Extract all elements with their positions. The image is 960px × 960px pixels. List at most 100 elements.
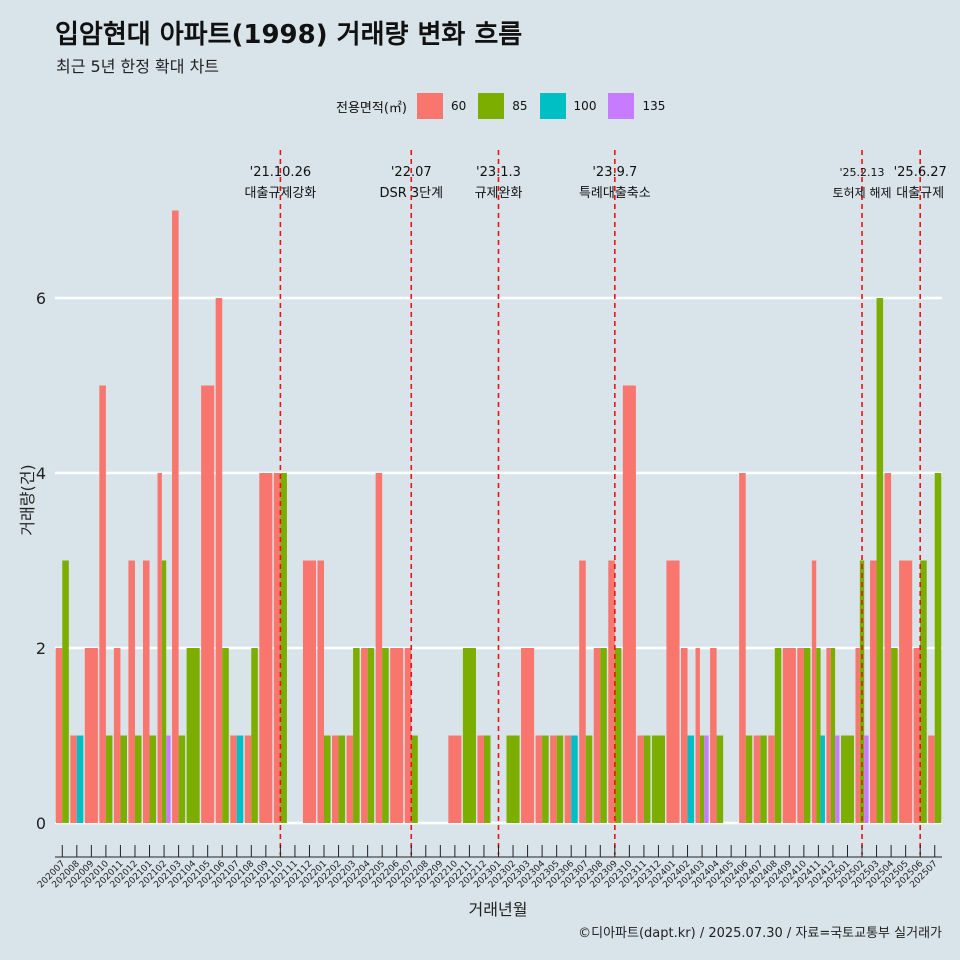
bar-202308-85 [600, 648, 607, 823]
legend-label-135: 135 [642, 99, 666, 113]
bar-202009-60 [84, 648, 98, 823]
bar-202204-85 [367, 648, 375, 823]
bar-202403-60 [695, 648, 700, 823]
bar-202106-60 [215, 298, 223, 823]
bar-202412-135 [835, 735, 840, 823]
bar-202306-60 [564, 735, 572, 823]
bar-202007-60 [55, 648, 63, 823]
event-date: '23.9.7 [592, 165, 637, 180]
chart-title: 입암현대 아파트(1998) 거래량 변화 흐름 [55, 20, 523, 50]
bar-202101-60 [142, 560, 150, 823]
bar-202108-85 [251, 648, 258, 823]
bar-202204-60 [361, 648, 368, 823]
bar-202010-60 [99, 385, 106, 823]
bar-202311-85 [643, 735, 651, 823]
bar-202503-85 [876, 298, 884, 823]
bar-202008-100 [76, 735, 84, 823]
bar-202410-85 [803, 648, 811, 823]
bar-202107-60 [230, 735, 237, 823]
bar-202408-60 [768, 735, 775, 823]
event-label: 대출규제강화 [245, 186, 317, 201]
chart-subtitle: 최근 5년 한정 확대 차트 [56, 57, 220, 76]
bar-202203-85 [353, 648, 360, 823]
bars [55, 210, 942, 823]
bar-202104-85 [186, 648, 200, 823]
bar-202308-60 [593, 648, 601, 823]
legend-label-60: 60 [450, 99, 467, 113]
bar-202303-60 [521, 648, 535, 823]
bar-202305-85 [556, 735, 564, 823]
event-markers: '21.10.26 대출규제강화 '22.07 DSR 3단계 '23.1.3 규제완화 '… [245, 150, 947, 855]
bar-202507-85 [934, 473, 942, 823]
source-caption: ©디아파트(dapt.kr) / 2025.07.30 / 자료=국토교통부 실… [578, 926, 942, 941]
bar-202504-60 [884, 473, 892, 823]
bar-202212-85 [483, 735, 491, 823]
bar-202408-85 [774, 648, 782, 823]
event-date: '25.6.27 [894, 165, 947, 180]
bar-202502-60 [855, 648, 860, 823]
bar-202311-60 [637, 735, 644, 823]
bar-202105-60 [201, 385, 215, 823]
bar-202102-85 [161, 560, 167, 823]
bar-202011-85 [120, 735, 127, 823]
bar-202402-60 [680, 648, 688, 823]
bar-202403-135 [704, 735, 709, 823]
bar-202207-85 [411, 735, 418, 823]
bar-202411-85 [816, 648, 821, 823]
bar-202102-135 [166, 735, 171, 823]
bar-202402-100 [687, 735, 695, 823]
bar-202411-100 [820, 735, 825, 823]
event-date: '22.07 [391, 165, 432, 180]
event-date: '25.2.13 [840, 166, 885, 179]
bar-202304-85 [542, 735, 549, 823]
y-tick-label: 4 [36, 464, 46, 483]
x-axis-title: 거래년월 [469, 900, 528, 919]
bar-202012-60 [128, 560, 135, 823]
bar-202010-85 [105, 735, 113, 823]
bar-202412-85 [830, 648, 836, 823]
bar-202506-60 [913, 648, 921, 823]
legend: 전용면적(㎡) 60 85 100 135 [336, 93, 677, 119]
bar-202212-60 [477, 735, 484, 823]
bar-202309-60 [608, 560, 615, 823]
bar-202307-85 [585, 735, 593, 823]
bar-202112-60 [302, 560, 317, 823]
legend-key-85 [478, 93, 505, 119]
legend-label-85: 85 [512, 99, 528, 113]
bar-202012-85 [134, 735, 142, 823]
bar-202210-60 [448, 735, 462, 823]
bar-202011-60 [113, 648, 121, 823]
y-tick-label: 0 [36, 814, 46, 833]
bar-202007-85 [62, 560, 69, 823]
bar-202411-60 [811, 560, 817, 823]
y-axis-title: 거래량(건) [18, 464, 37, 535]
bar-202310-60 [622, 385, 636, 823]
bar-202404-60 [710, 648, 717, 823]
bar-202412-60 [826, 648, 831, 823]
bar-202205-85 [382, 648, 389, 823]
bar-202107-100 [236, 735, 244, 823]
bar-202211-85 [462, 648, 476, 823]
bar-202407-85 [760, 735, 767, 823]
bar-202506-85 [920, 560, 927, 823]
bar-202108-60 [244, 735, 252, 823]
bar-202110-85 [280, 473, 287, 823]
legend-key-60 [416, 93, 443, 119]
bar-202103-60 [172, 210, 179, 823]
bar-202206-60 [390, 648, 404, 823]
y-tick-label: 6 [36, 289, 46, 308]
bar-202306-100 [571, 735, 578, 823]
bar-202406-85 [745, 735, 753, 823]
bar-202505-60 [899, 560, 913, 823]
bar-202203-60 [346, 735, 354, 823]
bar-202205-60 [375, 473, 383, 823]
bar-202302-85 [506, 735, 520, 823]
bar-202406-60 [739, 473, 746, 823]
bar-202404-85 [716, 735, 724, 823]
bar-202102-60 [157, 473, 162, 823]
bar-202312-85 [651, 735, 665, 823]
bar-202103-85 [178, 735, 186, 823]
bar-202106-85 [222, 648, 229, 823]
bar-202504-85 [891, 648, 898, 823]
